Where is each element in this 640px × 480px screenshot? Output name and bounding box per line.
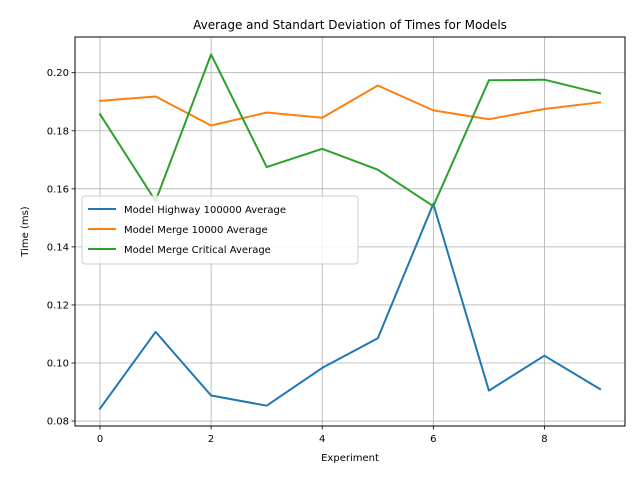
x-tick-label: 4 <box>319 434 325 445</box>
y-tick-label: 0.14 <box>47 242 69 253</box>
y-tick-label: 0.10 <box>47 359 69 370</box>
y-tick-label: 0.18 <box>47 126 69 137</box>
series-lines <box>98 53 602 410</box>
x-tick-label: 8 <box>541 434 547 445</box>
x-tick-label: 2 <box>208 434 214 445</box>
legend-box <box>81 195 359 265</box>
series-line-1 <box>98 202 602 410</box>
legend-label: Model Merge Critical Average <box>124 245 271 256</box>
x-axis: 0 2 4 6 8 <box>97 426 548 445</box>
x-axis-label: Experiment <box>321 453 379 464</box>
y-axis-label: Time (ms) <box>20 206 31 258</box>
y-tick-label: 0.20 <box>47 68 69 79</box>
series-line-3 <box>98 53 602 208</box>
x-tick-label: 6 <box>430 434 436 445</box>
plot-frame <box>74 36 626 427</box>
legend: Model Highway 100000 Average Model Merge … <box>81 195 359 265</box>
y-tick-label: 0.08 <box>47 417 69 428</box>
legend-label: Model Highway 100000 Average <box>124 205 286 216</box>
y-tick-label: 0.16 <box>47 184 69 195</box>
y-tick-label: 0.12 <box>47 300 69 311</box>
chart-title: Average and Standart Deviation of Times … <box>193 18 507 32</box>
series-line-2 <box>98 84 602 127</box>
x-tick-label: 0 <box>97 434 103 445</box>
y-axis: 0.08 0.10 0.12 0.14 0.16 0.18 0.20 <box>47 68 75 428</box>
legend-label: Model Merge 10000 Average <box>124 225 268 236</box>
